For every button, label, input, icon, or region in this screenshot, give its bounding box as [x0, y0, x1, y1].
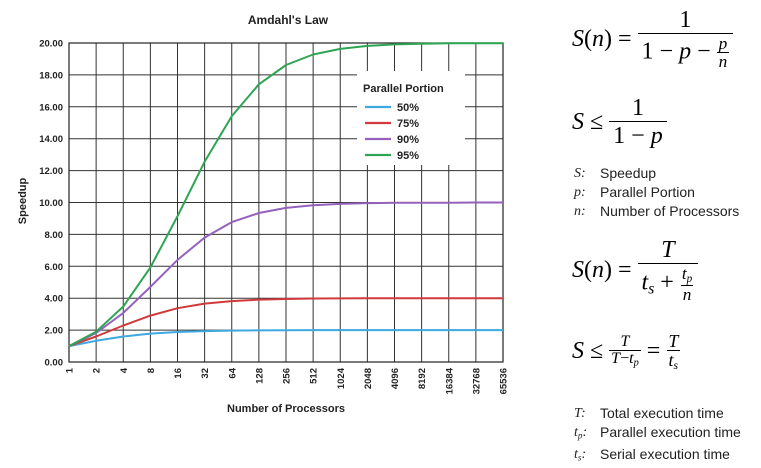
- definition-row: T: Total execution time: [574, 405, 724, 421]
- x-tick-label: 32: [200, 368, 211, 379]
- y-tick-label: 2.00: [45, 326, 64, 337]
- x-tick-label: 2: [92, 368, 103, 373]
- y-tick-label: 12.00: [39, 166, 63, 177]
- legend: Parallel Portion 50% 75% 90% 95%: [357, 71, 465, 165]
- definition-row: S: Speedup: [574, 165, 657, 181]
- y-tick-label: 14.00: [39, 134, 63, 145]
- legend-label: 90%: [397, 134, 419, 146]
- x-axis-label: Number of Processors: [227, 403, 345, 415]
- x-tick-label: 128: [254, 368, 265, 384]
- definition-row: p: Parallel Portion: [574, 184, 695, 200]
- y-tick-label: 20.00: [39, 39, 63, 50]
- definition-row: ts: Serial execution time: [574, 446, 730, 463]
- series-lines: [68, 42, 503, 348]
- x-tick-label: 64: [227, 367, 238, 378]
- legend-title: Parallel Portion: [363, 83, 444, 95]
- amdahl-chart: 0.00 2.00 4.00 6.00 8.00 10.00 12.00 14.00 16.00…: [17, 13, 510, 415]
- y-tick-label: 0.00: [45, 358, 64, 369]
- x-tick-label: 8: [146, 368, 157, 373]
- time-formula: S(n) = T ts + tp n: [572, 237, 699, 304]
- legend-background: [357, 71, 465, 165]
- x-tick-label: 256: [282, 368, 293, 384]
- definition-row: n: Number of Processors: [574, 203, 740, 219]
- series-line-95pct: [68, 42, 503, 347]
- x-tick-label: 4: [119, 367, 130, 373]
- y-tick-label: 18.00: [39, 70, 63, 81]
- series-line-90pct: [68, 201, 503, 348]
- definition-row: tp: Parallel execution time: [574, 424, 741, 441]
- series-line-75pct: [68, 297, 503, 348]
- legend-label: 50%: [397, 102, 419, 114]
- x-tick-label: 8192: [417, 368, 428, 389]
- x-tick-label: 1024: [336, 367, 347, 389]
- y-tick-label: 4.00: [45, 294, 64, 305]
- x-tick-label: 2048: [363, 368, 374, 389]
- y-tick-label: 8.00: [45, 230, 64, 241]
- x-tick-label: 1: [65, 367, 76, 373]
- y-axis-label: Speedup: [17, 177, 29, 224]
- amdahl-limit-formula: S ≤ 1 1 − p: [572, 95, 667, 150]
- x-tick-label: 65536: [499, 368, 510, 394]
- y-tick-label: 6.00: [45, 262, 64, 273]
- y-tick-label: 16.00: [39, 102, 63, 113]
- series-line-50pct: [68, 329, 503, 348]
- time-limit-formula: S ≤ T T−tp = T ts: [572, 331, 681, 372]
- chart-title: Amdahl's Law: [248, 13, 329, 27]
- x-tick-label: 16: [173, 368, 184, 379]
- definitions-list-2: T: Total execution time tp: Parallel execu…: [574, 404, 741, 468]
- x-tick-label: 16384: [444, 367, 455, 394]
- definitions-list-1: S: Speedup p: Parallel Portion n: Number of…: [574, 164, 739, 221]
- x-tick-label: 512: [309, 368, 320, 384]
- legend-label: 75%: [397, 118, 419, 130]
- y-tick-label: 10.00: [39, 198, 63, 209]
- x-tick-label: 32768: [471, 368, 482, 394]
- legend-label: 95%: [397, 150, 419, 162]
- x-tick-label: 4096: [390, 368, 401, 389]
